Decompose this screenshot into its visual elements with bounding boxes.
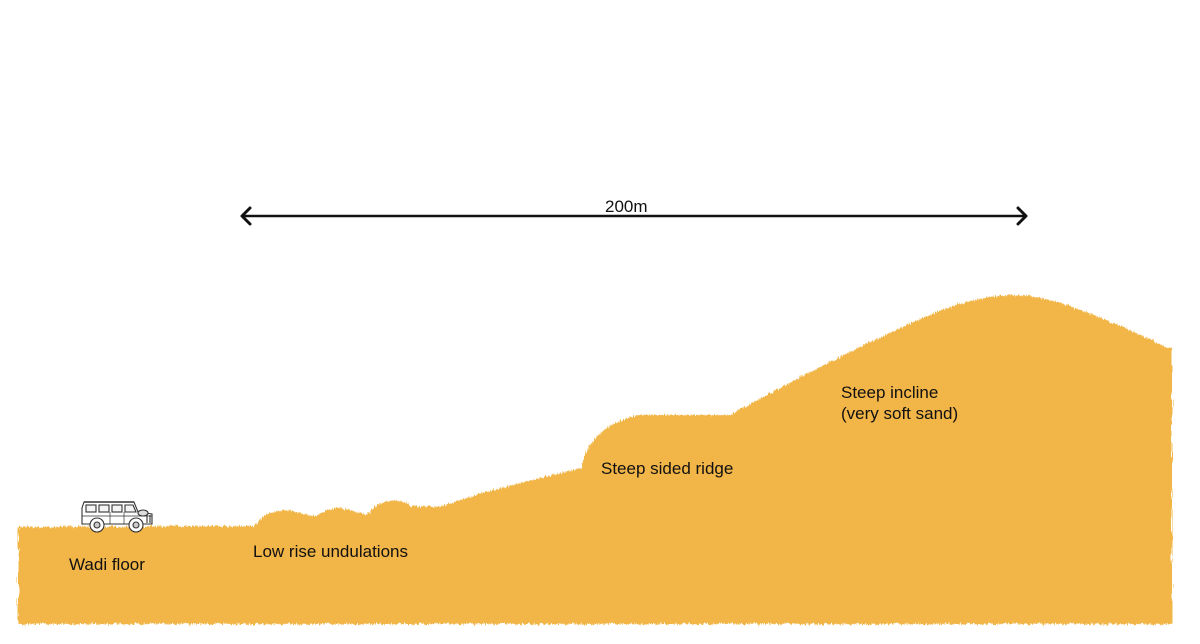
- incline-label: Steep incline (very soft sand): [841, 382, 958, 424]
- low-rise-label: Low rise undulations: [253, 542, 408, 561]
- wadi-floor-label: Wadi floor: [69, 555, 145, 574]
- ridge-label: Steep sided ridge: [601, 459, 734, 478]
- distance-label: 200m: [605, 197, 648, 216]
- incline-label-line1: Steep incline: [841, 383, 939, 402]
- incline-label-line2: (very soft sand): [841, 404, 959, 423]
- land-rover-icon: [81, 501, 153, 533]
- sand-terrain: [18, 295, 1172, 624]
- distance-arrow: [240, 206, 1028, 226]
